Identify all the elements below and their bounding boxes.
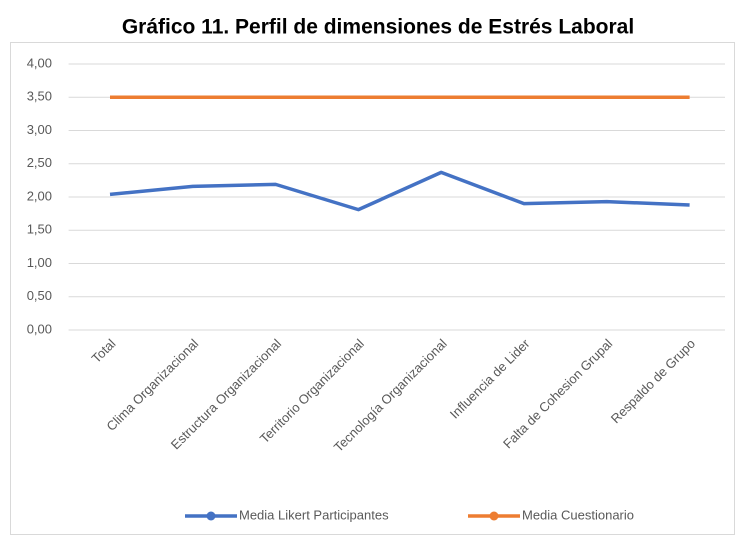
chart-title: Gráfico 11. Perfil de dimensiones de Est…	[122, 16, 634, 39]
y-tick-label: 0,00	[27, 321, 52, 336]
x-tick-label: Total	[89, 336, 119, 366]
y-tick-label: 3,50	[27, 89, 52, 104]
legend-label: Media Cuestionario	[522, 507, 634, 522]
y-tick-label: 0,50	[27, 288, 52, 303]
legend-marker	[206, 511, 216, 521]
y-tick-label: 1,00	[27, 255, 52, 270]
chart-frame	[10, 42, 735, 535]
y-tick-label: 1,50	[27, 222, 52, 237]
series-line	[109, 170, 690, 212]
y-tick-label: 2,00	[27, 188, 52, 203]
legend-marker	[489, 511, 499, 521]
x-tick-label: Respaldo de Grupo	[608, 336, 698, 426]
y-tick-label: 3,00	[27, 122, 52, 137]
y-tick-label: 4,00	[27, 55, 52, 70]
x-tick-label: Influencia de Lider	[447, 335, 533, 421]
x-tick-label: Clima Organizacional	[103, 336, 201, 434]
y-tick-label: 2,50	[27, 155, 52, 170]
legend-label: Media Likert Participantes	[239, 507, 389, 522]
